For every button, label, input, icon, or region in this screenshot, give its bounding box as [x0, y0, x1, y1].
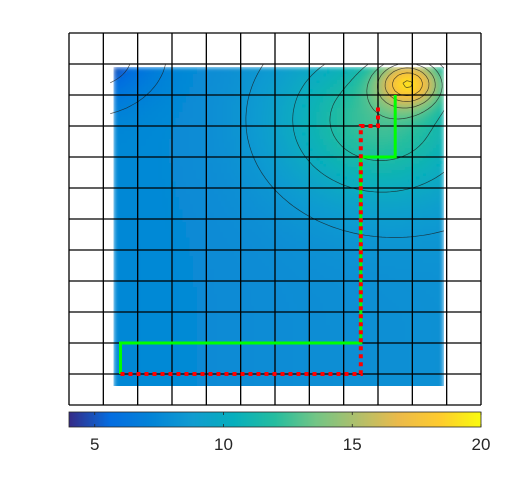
path-series-1 — [119, 95, 397, 374]
colorbar-tick-label: 10 — [214, 435, 233, 454]
colorbar: 5 10 15 20 — [68, 411, 491, 454]
colorbar-tick-label: 15 — [343, 435, 362, 454]
contour-line — [110, 64, 131, 84]
colorbar-strip — [68, 411, 482, 428]
path-series-2 — [120, 107, 380, 376]
contour-field — [110, 64, 445, 386]
contour-line — [110, 64, 166, 115]
path-series — [119, 95, 397, 376]
colorbar-tick-label: 5 — [90, 435, 99, 454]
colorbar-tick-label: 20 — [472, 435, 491, 454]
contour-line — [402, 80, 413, 88]
